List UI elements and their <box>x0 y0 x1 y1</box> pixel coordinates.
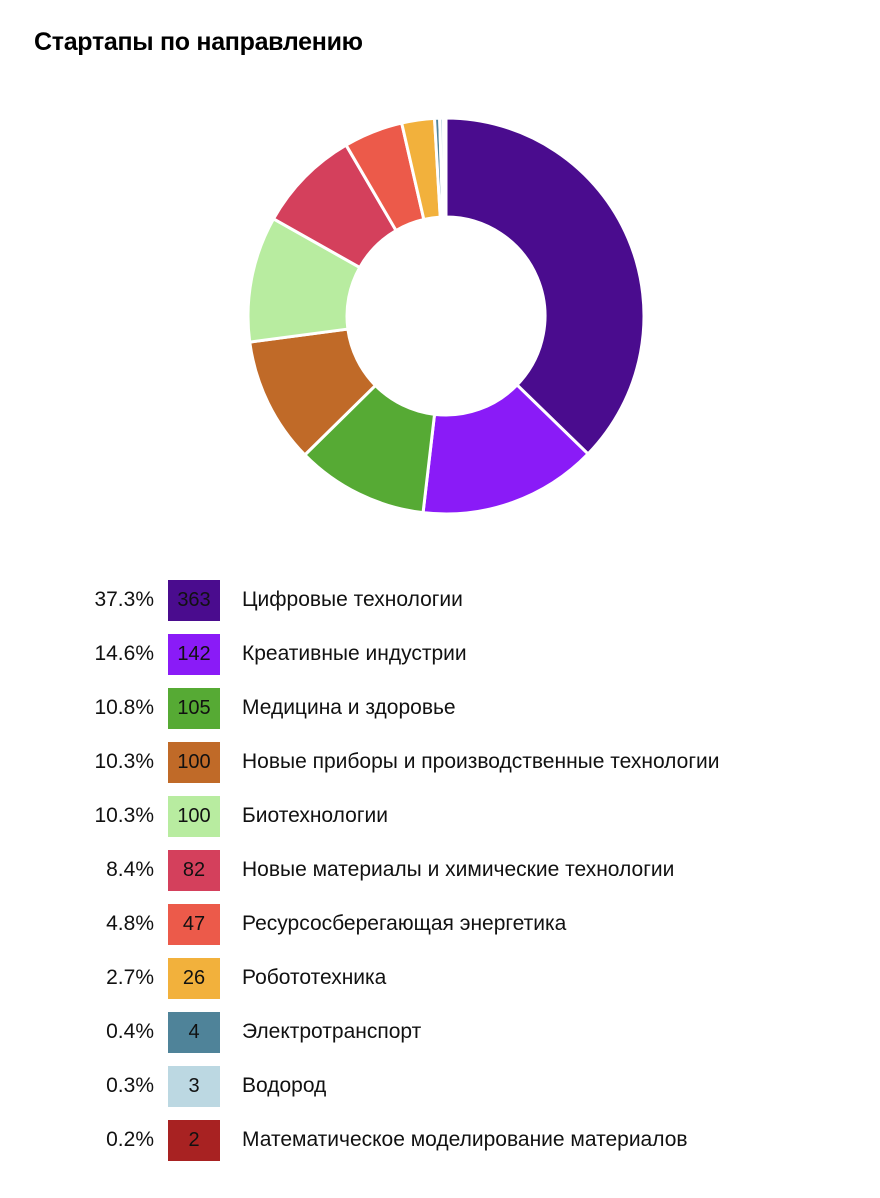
legend-item: 8.4% 82 Новые материалы и химические техно… <box>0 848 880 902</box>
legend-value-swatch: 3 <box>168 1066 220 1107</box>
legend-item: 37.3% 363 Цифровые технологии <box>0 578 880 632</box>
legend-value-swatch: 105 <box>168 688 220 729</box>
legend-percent: 10.3% <box>94 750 154 773</box>
legend-percent: 4.8% <box>106 912 154 935</box>
legend-percent: 0.3% <box>106 1074 154 1097</box>
donut-slices <box>246 116 646 516</box>
legend-item: 0.3% 3 Водород <box>0 1064 880 1118</box>
legend-item: 10.8% 105 Медицина и здоровье <box>0 686 880 740</box>
legend-label: Новые материалы и химические технологии <box>242 858 675 881</box>
legend-value-swatch: 363 <box>168 580 220 621</box>
legend-percent: 0.2% <box>106 1128 154 1151</box>
legend-label: Водород <box>242 1074 327 1097</box>
legend-label: Ресурсосберегающая энергетика <box>242 912 567 935</box>
legend-value-swatch: 100 <box>168 742 220 783</box>
pie-slice-2 <box>421 383 590 516</box>
legend-value-swatch: 82 <box>168 850 220 891</box>
legend-percent: 10.8% <box>94 696 154 719</box>
legend-percent: 10.3% <box>94 804 154 827</box>
legend-item: 10.3% 100 Биотехнологии <box>0 794 880 848</box>
legend-value-swatch: 26 <box>168 958 220 999</box>
legend-percent: 8.4% <box>106 858 154 881</box>
legend-item: 0.4% 4 Электротранспорт <box>0 1010 880 1064</box>
chart-title: Стартапы по направлению <box>34 28 363 56</box>
legend-percent: 2.7% <box>106 966 154 989</box>
legend-value-swatch: 4 <box>168 1012 220 1053</box>
legend-percent: 0.4% <box>106 1020 154 1043</box>
pie-slice-11 <box>441 116 448 219</box>
legend-label: Медицина и здоровье <box>242 696 456 719</box>
chart-legend: 37.3% 363 Цифровые технологии 14.6% 142 Креат… <box>0 578 880 1172</box>
legend-value-swatch: 2 <box>168 1120 220 1161</box>
legend-item: 4.8% 47 Ресурсосберегающая энергетика <box>0 902 880 956</box>
legend-label: Новые приборы и производственные техноло… <box>242 750 720 773</box>
legend-label: Электротранспорт <box>242 1020 422 1043</box>
legend-value-swatch: 47 <box>168 904 220 945</box>
legend-label: Математическое моделирование материалов <box>242 1128 688 1151</box>
legend-label: Робототехника <box>242 966 387 989</box>
legend-item: 2.7% 26 Робототехника <box>0 956 880 1010</box>
legend-label: Цифровые технологии <box>242 588 463 611</box>
legend-item: 14.6% 142 Креативные индустрии <box>0 632 880 686</box>
legend-label: Биотехнологии <box>242 804 388 827</box>
legend-value-swatch: 142 <box>168 634 220 675</box>
donut-chart <box>246 116 646 516</box>
legend-value-swatch: 100 <box>168 796 220 837</box>
legend-percent: 14.6% <box>94 642 154 665</box>
legend-label: Креативные индустрии <box>242 642 467 665</box>
legend-item: 0.2% 2 Математическое моделирование матери… <box>0 1118 880 1172</box>
pie-slice-1 <box>444 116 646 456</box>
legend-percent: 37.3% <box>94 588 154 611</box>
legend-item: 10.3% 100 Новые приборы и производственные… <box>0 740 880 794</box>
